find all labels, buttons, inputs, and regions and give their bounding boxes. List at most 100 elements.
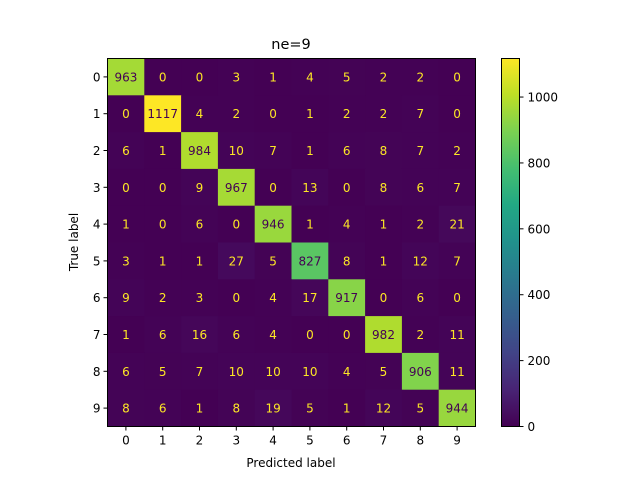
colorbar [501, 58, 519, 426]
cell-value-7-3: 6 [232, 328, 240, 342]
cell-value-9-2: 1 [196, 402, 204, 416]
heatmap-cell-8-0 [107, 352, 145, 391]
cell-value-0-6: 5 [343, 70, 351, 84]
cell-value-3-6: 0 [343, 181, 351, 195]
heatmap-cell-3-3 [217, 168, 256, 207]
heatmap-cell-4-8 [401, 205, 440, 243]
cell-value-9-9: 944 [446, 402, 469, 416]
plot-frame [107, 58, 476, 427]
heatmap-cell-3-5 [291, 168, 329, 207]
heatmap-cell-9-0 [107, 389, 145, 427]
cell-value-6-8: 6 [416, 291, 424, 305]
cell-value-6-7: 0 [380, 291, 388, 305]
cell-value-8-0: 6 [122, 365, 130, 379]
heatmap-cell-4-6 [328, 205, 366, 243]
y-tick-label-5: 5 [93, 254, 101, 268]
heatmap-cell-9-7 [365, 389, 403, 427]
cell-value-1-5: 1 [306, 107, 314, 121]
cell-value-8-5: 10 [302, 365, 317, 379]
cell-value-5-3: 27 [229, 254, 244, 268]
heatmap-cell-6-5 [291, 279, 329, 317]
cell-value-6-1: 2 [159, 291, 167, 305]
heatmap-cell-9-9 [438, 389, 476, 427]
heatmap-cell-6-9 [438, 279, 476, 317]
cell-value-3-7: 8 [380, 181, 388, 195]
heatmap-cell-1-3 [217, 95, 256, 133]
x-tick-label-3: 3 [232, 434, 240, 448]
cell-value-2-3: 10 [229, 144, 244, 158]
heatmap-cell-7-8 [401, 316, 440, 354]
cell-value-1-8: 7 [416, 107, 424, 121]
cell-value-7-8: 2 [416, 328, 424, 342]
cell-value-0-4: 1 [269, 70, 277, 84]
heatmap-cell-5-6 [328, 242, 366, 280]
cell-value-3-9: 7 [453, 181, 461, 195]
cell-value-7-5: 0 [306, 328, 314, 342]
cell-value-5-2: 1 [196, 254, 204, 268]
cell-value-0-7: 2 [380, 70, 388, 84]
cell-value-5-8: 12 [413, 254, 428, 268]
heatmap-cell-3-1 [144, 168, 182, 207]
heatmap-cell-7-1 [144, 316, 182, 354]
colorbar-tick-label-4: 800 [528, 156, 551, 170]
heatmap-cell-5-0 [107, 242, 145, 280]
heatmap-cell-9-1 [144, 389, 182, 427]
cell-value-5-5: 827 [298, 254, 321, 268]
y-tick-label-4: 4 [93, 218, 101, 232]
heatmap-cell-4-7 [365, 205, 403, 243]
cell-value-5-1: 1 [159, 254, 167, 268]
heatmap-cell-8-6 [328, 352, 366, 391]
cell-value-3-2: 9 [196, 181, 204, 195]
cell-value-4-0: 1 [122, 218, 130, 232]
heatmap-cell-6-0 [107, 279, 145, 317]
heatmap-cell-8-7 [365, 352, 403, 391]
heatmap-cell-0-1 [144, 58, 182, 96]
heatmap-cell-5-7 [365, 242, 403, 280]
cell-value-1-9: 0 [453, 107, 461, 121]
cell-value-0-1: 0 [159, 70, 167, 84]
heatmap-cell-5-4 [254, 242, 292, 280]
cell-value-5-9: 7 [453, 254, 461, 268]
heatmap-cell-5-3 [217, 242, 256, 280]
cell-value-0-2: 0 [196, 70, 204, 84]
cell-value-labels: 963 0 0 3 1 4 5 2 2 00 1117 4 2 0 1 2 2 7 06 1 984 10 7 1 6 8 7 20 0… [114, 70, 468, 415]
cell-value-9-3: 8 [232, 402, 240, 416]
cell-value-4-4: 946 [262, 218, 285, 232]
cell-value-4-9: 21 [449, 218, 464, 232]
x-tick-label-7: 7 [380, 434, 388, 448]
heatmap-cell-8-9 [438, 352, 476, 391]
cell-value-4-2: 6 [196, 218, 204, 232]
colorbar-tick-label-5: 1000 [528, 91, 559, 105]
cell-value-8-1: 5 [159, 365, 167, 379]
cell-value-1-2: 4 [196, 107, 204, 121]
cell-value-3-1: 0 [159, 181, 167, 195]
heatmap-cell-2-6 [328, 132, 366, 170]
cell-value-9-4: 19 [265, 402, 280, 416]
heatmap-cell-7-9 [438, 316, 476, 354]
cell-value-1-7: 2 [380, 107, 388, 121]
cell-value-4-5: 1 [306, 218, 314, 232]
cell-value-4-3: 0 [232, 218, 240, 232]
heatmap-cell-0-2 [181, 58, 219, 96]
heatmap-cell-1-0 [107, 95, 145, 133]
cell-value-3-0: 0 [122, 181, 130, 195]
cell-value-5-6: 8 [343, 254, 351, 268]
heatmap-cell-9-8 [401, 389, 440, 427]
cell-value-5-0: 3 [122, 254, 130, 268]
heatmap-cell-6-7 [365, 279, 403, 317]
y-tick-label-8: 8 [93, 365, 101, 379]
heatmap-cell-3-0 [107, 168, 145, 207]
heatmap-cell-2-3 [217, 132, 256, 170]
heatmap-cell-1-4 [254, 95, 292, 133]
heatmap-cell-7-2 [181, 316, 219, 354]
heatmap-cell-9-4 [254, 389, 292, 427]
heatmap-cell-2-2 [181, 132, 219, 170]
heatmap-cell-3-7 [365, 168, 403, 207]
colorbar-tick-label-1: 200 [528, 354, 551, 368]
cell-value-2-8: 7 [416, 144, 424, 158]
heatmap-cell-7-3 [217, 316, 256, 354]
heatmap-cell-7-4 [254, 316, 292, 354]
heatmap-cell-5-5 [291, 242, 329, 280]
heatmap-cell-7-5 [291, 316, 329, 354]
